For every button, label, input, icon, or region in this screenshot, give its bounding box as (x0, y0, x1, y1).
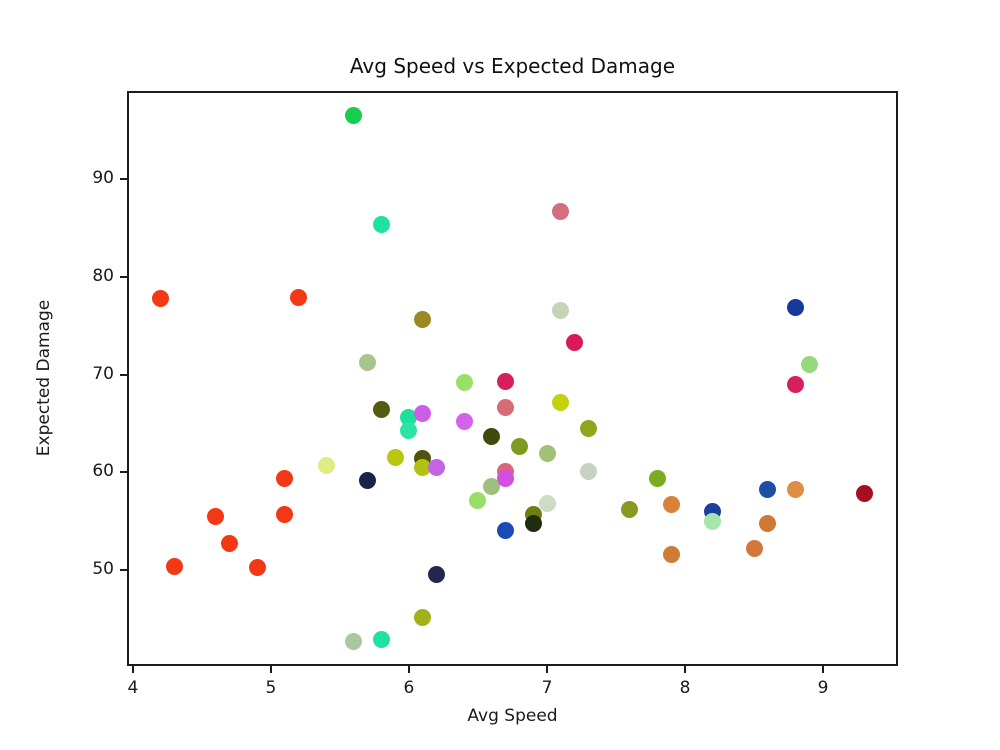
y-tick-mark (120, 178, 127, 180)
scatter-point (621, 501, 639, 519)
y-tick-mark (120, 275, 127, 278)
scatter-point (359, 471, 377, 489)
scatter-point (538, 495, 556, 513)
x-tick-label: 4 (127, 678, 139, 698)
scatter-point (497, 469, 515, 487)
scatter-point (290, 288, 308, 306)
scatter-point (276, 469, 294, 487)
scatter-point (400, 421, 418, 439)
y-tick-mark (120, 373, 127, 376)
scatter-point (248, 558, 266, 576)
scatter-point (414, 311, 432, 329)
chart-title: Avg Speed vs Expected Damage (349, 54, 676, 78)
x-tick-mark (407, 666, 410, 673)
scatter-point (552, 394, 570, 412)
x-tick-label: 9 (817, 678, 829, 698)
x-tick-mark (546, 666, 548, 673)
y-tick-mark (120, 471, 127, 474)
scatter-point (428, 458, 446, 476)
scatter-point (745, 540, 763, 558)
scatter-point (552, 202, 570, 220)
scatter-point (152, 289, 170, 307)
scatter-point (455, 413, 473, 431)
scatter-point (662, 546, 680, 564)
scatter-point (704, 512, 722, 530)
scatter-point (372, 216, 390, 234)
scatter-point (469, 492, 487, 510)
scatter-point (345, 633, 363, 651)
x-tick-label: 7 (541, 678, 553, 698)
x-tick-label: 6 (403, 678, 415, 698)
scatter-point (662, 496, 680, 514)
y-tick-label: 90 (92, 168, 114, 188)
y-tick-label: 70 (92, 363, 114, 384)
scatter-point (317, 457, 335, 475)
y-axis-label: Expected Damage (34, 299, 54, 457)
scatter-point (276, 505, 294, 523)
y-tick-label: 60 (92, 461, 114, 482)
scatter-point (221, 535, 239, 553)
x-tick-label: 5 (265, 678, 277, 698)
scatter-point (372, 401, 390, 419)
scatter-point (497, 372, 515, 390)
scatter-point (759, 480, 777, 498)
scatter-point (579, 462, 597, 480)
scatter-point (207, 507, 225, 525)
scatter-point (855, 485, 873, 503)
x-axis-label: Avg Speed (467, 706, 558, 726)
scatter-point (786, 375, 804, 393)
scatter-point (483, 477, 501, 495)
y-tick-label: 80 (92, 265, 114, 286)
scatter-point (552, 301, 570, 319)
y-tick-mark (120, 569, 127, 572)
scatter-point (538, 445, 556, 463)
scatter-point (524, 514, 542, 532)
x-tick-mark (269, 666, 272, 673)
x-tick-mark (822, 666, 825, 673)
x-tick-mark (131, 666, 134, 673)
scatter-point (359, 354, 377, 372)
scatter-point (510, 438, 528, 456)
x-tick-mark (684, 666, 687, 673)
scatter-point (579, 419, 597, 437)
scatter-point (786, 298, 804, 316)
scatter-point (414, 405, 432, 423)
scatter-point (759, 514, 777, 532)
scatter-point (566, 333, 584, 351)
scatter-point (414, 458, 432, 476)
scatter-point (497, 399, 515, 417)
y-tick-label: 50 (92, 559, 114, 580)
scatter-point (800, 356, 818, 374)
scatter-point (372, 631, 390, 649)
scatter-point (648, 469, 666, 487)
scatter-point (386, 449, 404, 467)
scatter-point (497, 521, 515, 539)
x-tick-label: 8 (679, 678, 691, 698)
scatter-point (428, 565, 446, 583)
scatter-point (455, 373, 473, 391)
scatter-point (414, 608, 432, 626)
scatter-point (483, 427, 501, 445)
scatter-point (345, 106, 363, 124)
scatter-point (786, 481, 804, 499)
scatter-point (165, 557, 183, 575)
